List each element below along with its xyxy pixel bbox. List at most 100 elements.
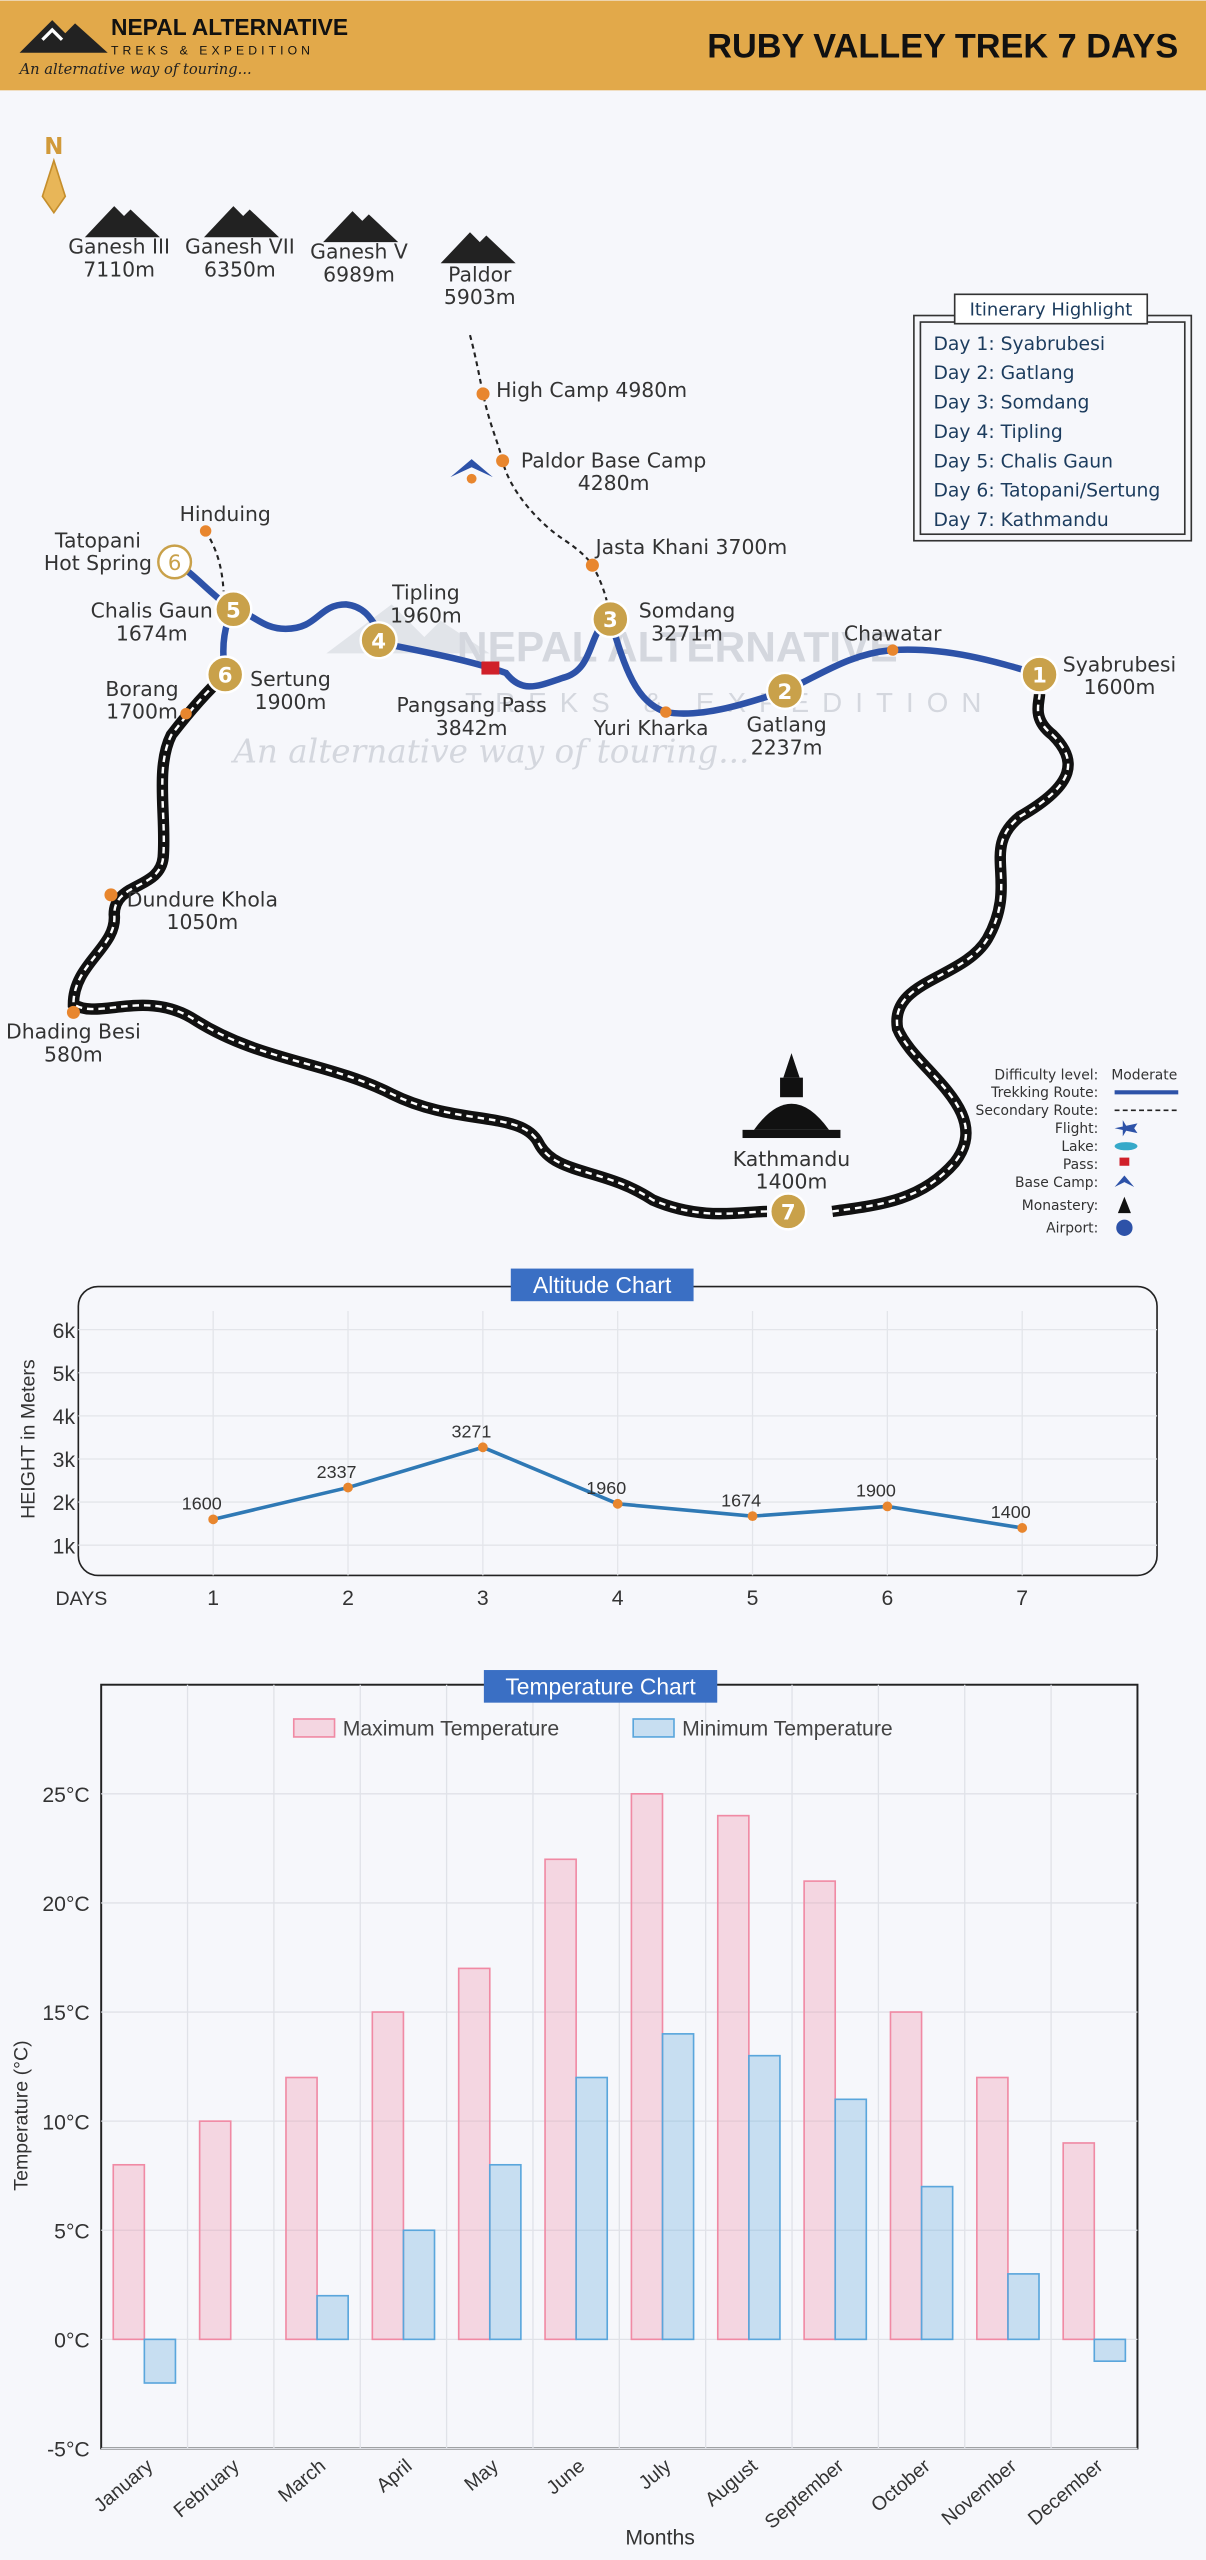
stop-marker — [206, 655, 245, 694]
secondary-route — [204, 530, 225, 592]
x-tick-label: 7 — [1016, 1587, 1028, 1610]
stop-day: 7 — [781, 1201, 796, 1226]
stop-name: Tipling — [391, 580, 460, 604]
stupa-icon — [742, 1053, 841, 1139]
place-dot — [466, 473, 477, 484]
chart-title-box — [510, 1268, 694, 1302]
place-name: Paldor Base Camp — [521, 448, 706, 472]
itinerary-item: Day 5: Chalis Gaun — [933, 451, 1113, 472]
stop-marker — [359, 621, 398, 660]
bar — [143, 2338, 177, 2384]
place-name: Chawatar — [844, 621, 942, 645]
place-dot — [180, 708, 192, 720]
legend-icon — [1114, 1120, 1138, 1137]
stop-elev: 1960m — [390, 603, 462, 627]
peak-height: 7110m — [83, 257, 155, 281]
stop-elev: 2237m — [751, 736, 823, 760]
stop-elev: 1900m — [255, 690, 327, 714]
stop-marker — [769, 1192, 808, 1231]
itinerary-item: Day 3: Somdang — [933, 393, 1089, 414]
watermark-brand: NEPAL ALTERNATIVE — [457, 623, 898, 670]
itinerary-list: Day 1: Syabrubesi Day 2: Gatlang Day 3: So… — [933, 334, 1160, 531]
itinerary-item: Day 1: Syabrubesi — [933, 334, 1105, 355]
point — [208, 1514, 219, 1525]
stop-day: 5 — [226, 598, 241, 623]
legend-label: Flight: — [1055, 1121, 1098, 1137]
itinerary-title: Itinerary Highlight — [970, 300, 1133, 321]
place-dots — [66, 387, 899, 1019]
trek-route — [172, 559, 1041, 717]
stop-name: Sertung — [250, 667, 331, 691]
stop-day: 1 — [1032, 664, 1047, 689]
place-dot — [660, 706, 672, 718]
bar — [285, 2076, 318, 2341]
stop-name: Syabrubesi — [1063, 652, 1176, 676]
logo — [19, 20, 108, 53]
legend-swatch — [292, 1718, 336, 1738]
y-axis-label: Temperature (°C) — [11, 2040, 33, 2190]
legend-icon — [1114, 1142, 1138, 1151]
value-label: 3271 — [451, 1422, 491, 1442]
value-label: 1400 — [991, 1502, 1031, 1522]
y-tick-label: 20°C — [42, 1893, 89, 1916]
place-dot — [496, 454, 510, 468]
peak-height: 6989m — [323, 262, 395, 286]
legend-label: Trekking Route: — [990, 1085, 1098, 1101]
stop-markers: 6 1 2 3 4 5 6 7 — [157, 544, 1059, 1231]
chart-title: Temperature Chart — [505, 1674, 696, 1700]
bar — [834, 2098, 868, 2341]
bar — [803, 1880, 837, 2341]
x-tick-label: 2 — [342, 1587, 354, 1610]
itinerary-item: Day 4: Tipling — [933, 422, 1062, 443]
point — [747, 1511, 758, 1522]
x-tick-label: 1 — [207, 1587, 219, 1610]
value-label: 1900 — [856, 1481, 896, 1501]
bar — [575, 2076, 609, 2341]
place-dot — [199, 525, 212, 537]
x-tick-label: 5 — [747, 1587, 759, 1610]
stop-marker — [765, 671, 805, 711]
stop-name: Chalis Gaun — [91, 598, 213, 622]
stop-elev: 1400m — [756, 1170, 828, 1194]
bar — [630, 1793, 664, 2341]
peak-height: 5903m — [444, 285, 516, 309]
itinerary-item: Day 6: Tatopani/Sertung — [933, 481, 1160, 502]
bar — [748, 2054, 781, 2341]
watermark-sub: TREKS & EXPEDITION — [465, 687, 994, 718]
stop-marker — [1020, 655, 1059, 694]
stupa-harmika — [780, 1077, 803, 1098]
place-elev: 4280m — [578, 471, 650, 495]
stupa-spire — [783, 1053, 800, 1078]
bar — [112, 2163, 146, 2341]
point — [477, 1442, 488, 1453]
legend-label: Maximum Temperature — [343, 1717, 559, 1740]
stop-elev: 3271m — [651, 621, 723, 645]
watermark-tagline: An alternative way of touring... — [230, 733, 749, 771]
stop-marker — [214, 590, 253, 629]
chart-title-box — [483, 1670, 718, 1703]
y-tick-label: 25°C — [42, 1784, 89, 1807]
y-tick-label: 4k — [53, 1406, 76, 1429]
place-name: Hinduing — [180, 502, 271, 526]
y-tick-label: 6k — [53, 1320, 76, 1343]
place-name: Dundure Khola — [127, 887, 278, 911]
bar — [1062, 2142, 1096, 2341]
altitude-chart: 1k 2k 3k 4k 5k 6k 1 2 3 4 5 6 7 DAYS HEIGHT in Meters 1… — [17, 1268, 1158, 1610]
stop-marker — [591, 599, 630, 639]
legend-label: Pass: — [1063, 1157, 1098, 1173]
bar — [402, 2229, 436, 2341]
bar — [544, 1858, 577, 2341]
value-label: 1600 — [182, 1494, 222, 1514]
point — [882, 1501, 893, 1512]
y-tick-label: 2k — [53, 1492, 76, 1515]
place-name: Yuri Kharka — [593, 716, 709, 740]
legend-swatch — [632, 1718, 675, 1738]
alt-stop-marker — [157, 544, 193, 580]
watermark: NEPAL ALTERNATIVE TREKS & EXPEDITION An … — [230, 604, 994, 771]
place-dot — [886, 644, 899, 656]
x-tick-label: 6 — [881, 1587, 893, 1610]
